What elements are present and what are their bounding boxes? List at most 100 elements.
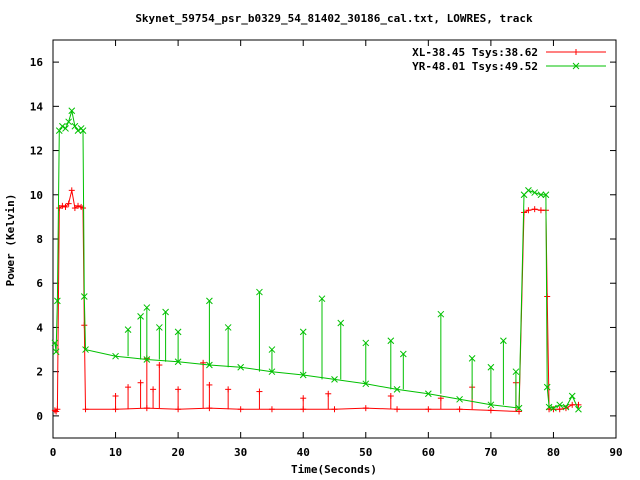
data-point: [487, 401, 495, 409]
data-point: [71, 122, 79, 130]
data-point: [268, 368, 276, 376]
data-point: [268, 406, 275, 413]
spike-marker: [206, 381, 213, 388]
data-point: [175, 406, 182, 413]
data-point: [68, 107, 76, 115]
data-point: [456, 395, 463, 403]
legend-label: XL-38.45 Tsys:38.62: [412, 46, 538, 59]
y-tick-label: 10: [30, 189, 43, 202]
y-tick-label: 8: [36, 233, 43, 246]
data-point: [424, 390, 432, 398]
spike-marker: [399, 350, 407, 358]
data-point: [56, 205, 63, 212]
spike-marker: [124, 326, 132, 334]
data-point: [568, 392, 576, 400]
x-axis-label: Time(Seconds): [291, 463, 377, 476]
data-point: [525, 207, 532, 214]
spike-marker: [224, 324, 232, 331]
data-point: [487, 407, 494, 414]
data-point: [51, 407, 58, 414]
data-point: [174, 358, 182, 366]
y-tick-label: 14: [30, 100, 44, 113]
data-point: [65, 118, 72, 126]
data-point: [82, 346, 89, 353]
data-point: [59, 122, 66, 130]
data-point: [331, 406, 338, 413]
y-tick-label: 2: [36, 366, 43, 379]
spike-marker: [437, 310, 445, 318]
x-tick-label: 50: [359, 446, 372, 459]
spike-marker: [156, 362, 163, 369]
spike-marker: [325, 390, 332, 397]
data-point: [62, 203, 69, 210]
data-point: [556, 401, 564, 409]
data-point: [143, 356, 151, 363]
data-point: [112, 406, 119, 413]
data-point: [112, 352, 119, 360]
y-tick-label: 0: [36, 410, 43, 423]
series-yr: [51, 107, 582, 413]
data-point: [537, 207, 544, 214]
series: [51, 107, 582, 415]
data-point: [515, 404, 523, 412]
spike-marker: [155, 324, 163, 331]
spike-marker: [387, 392, 394, 399]
data-point: [75, 202, 82, 209]
data-point: [531, 189, 539, 196]
data-point: [80, 205, 87, 212]
data-point: [562, 403, 570, 411]
y-axis-label: Power (Kelvin): [4, 194, 17, 287]
data-point: [82, 406, 89, 413]
data-point: [68, 187, 75, 194]
data-point: [331, 376, 338, 383]
spike-marker: [175, 386, 182, 393]
data-point: [545, 403, 553, 411]
spike-marker: [256, 388, 263, 395]
spike-marker: [206, 297, 213, 305]
spike-marker: [112, 392, 119, 399]
data-point: [537, 191, 545, 199]
spike-marker: [174, 328, 182, 336]
x-tick-label: 80: [547, 446, 560, 459]
data-point: [394, 406, 401, 413]
data-point: [52, 348, 60, 356]
data-point: [80, 293, 88, 300]
chart-title: Skynet_59754_psr_b0329_54_81402_30186_ca…: [135, 12, 533, 25]
legend-label: YR-48.01 Tsys:49.52: [412, 60, 538, 73]
data-point: [569, 401, 576, 408]
spike-marker: [137, 313, 144, 320]
spike-marker: [512, 368, 520, 376]
data-point: [206, 361, 213, 369]
data-point: [543, 383, 551, 391]
spike-marker: [387, 337, 395, 345]
data-point: [74, 127, 82, 135]
spike-marker: [256, 288, 263, 296]
data-point: [299, 371, 307, 379]
spike-marker: [337, 319, 345, 327]
data-point: [516, 408, 523, 415]
data-point: [393, 386, 401, 393]
spike-marker: [137, 379, 144, 386]
spike-marker: [143, 304, 151, 311]
spike-marker: [468, 355, 476, 362]
spike-marker: [300, 395, 307, 402]
data-point: [54, 406, 61, 413]
data-point: [51, 339, 59, 347]
data-point: [143, 405, 150, 412]
data-point: [550, 404, 557, 412]
legend-marker: [572, 62, 580, 70]
data-point: [54, 297, 61, 305]
data-point: [300, 406, 307, 413]
data-point: [237, 363, 245, 371]
data-point: [79, 127, 87, 135]
data-point: [206, 405, 213, 412]
data-point: [456, 406, 463, 413]
spike-marker: [225, 386, 232, 393]
x-tick-label: 0: [50, 446, 57, 459]
data-point: [237, 406, 244, 413]
spike-marker: [162, 308, 169, 316]
data-point: [362, 405, 369, 412]
